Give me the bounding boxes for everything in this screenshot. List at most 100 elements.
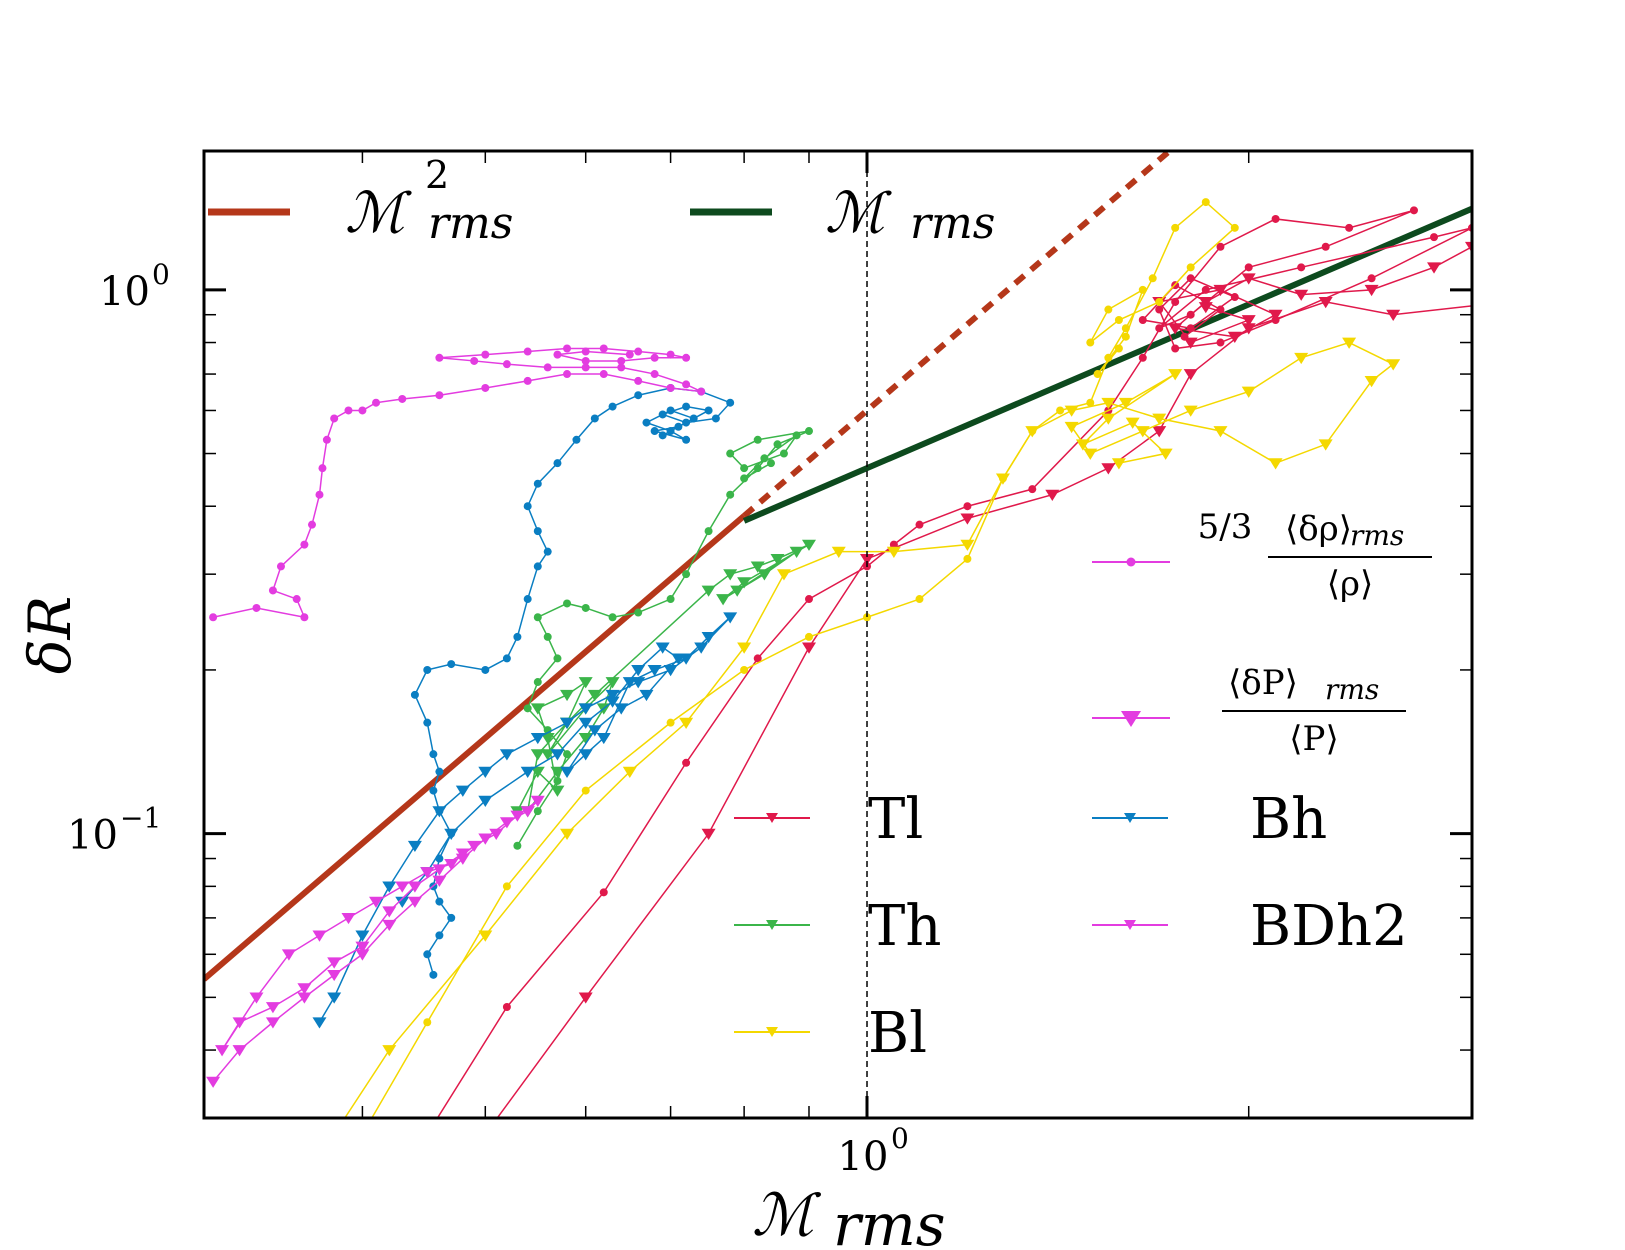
bl-pressure-point	[737, 642, 752, 654]
y-tick-label: 10	[67, 813, 118, 859]
bh-pressure-point	[605, 696, 620, 708]
th-pressure-point	[550, 785, 565, 797]
th-density-point	[766, 459, 775, 468]
tl-density-point	[1138, 316, 1147, 325]
bdh2-pressure-point	[407, 896, 422, 908]
th-density-point	[513, 841, 522, 850]
bh-density-point	[429, 970, 438, 979]
bdh2-density-point	[344, 406, 353, 415]
tl-density-line	[436, 209, 1472, 1118]
bh-density-point	[711, 414, 720, 423]
bh-density-point	[502, 654, 511, 663]
bl-density-point	[1086, 338, 1095, 347]
bl-pressure-point	[1183, 405, 1198, 417]
bl-density-point	[863, 613, 872, 622]
bl-density-point	[1114, 316, 1123, 325]
bdh2-density-point	[502, 360, 511, 369]
series-bdh2	[206, 344, 706, 1088]
bh-density-point	[689, 414, 698, 423]
bh-pressure-point	[596, 732, 611, 745]
bdh2-density-point	[650, 353, 659, 362]
bh-density-point	[523, 595, 532, 604]
tl-pressure-point	[1268, 309, 1283, 322]
bl-pressure-point	[995, 473, 1010, 485]
tl-density-point	[502, 1002, 511, 1011]
bdh2-pressure-line	[212, 800, 539, 1083]
legend-item-bh: Bh	[1092, 787, 1327, 852]
bl-pressure-point	[382, 1045, 397, 1057]
bdh2-pressure-point	[355, 949, 370, 961]
bl-pressure-point	[1158, 448, 1173, 460]
bl-density-point	[1148, 274, 1157, 283]
tl-pressure-point	[1364, 284, 1379, 297]
bdh2-pressure-point	[249, 992, 264, 1004]
bh-density-point	[435, 897, 444, 906]
bl-pressure-point	[1118, 397, 1133, 410]
tl-pressure-point	[1183, 369, 1198, 381]
bl-pressure-point	[1318, 439, 1333, 451]
th-pressure-point	[530, 703, 545, 715]
bh-pressure-point	[560, 717, 575, 729]
bdh2-pressure-point	[232, 1045, 247, 1057]
legend-pressure-fraction: ⟨δP⟩ rms ⟨P⟩	[1222, 663, 1406, 759]
bl-pressure-point	[1213, 426, 1228, 438]
bdh2-density-point	[322, 435, 331, 444]
bh-pressure-point	[694, 642, 709, 654]
bdh2-density-point	[358, 406, 367, 415]
bdh2-density-point	[634, 347, 643, 356]
bdh2-density-point	[617, 356, 626, 365]
bdh2-pressure-point	[432, 864, 447, 876]
legend-m2-label: ℳ 2 rms	[345, 153, 513, 249]
tl-density-point	[1155, 305, 1164, 314]
bdh2-pressure-point	[341, 912, 356, 925]
th-pressure-point	[701, 585, 716, 597]
bdh2-density-point	[543, 363, 552, 372]
th-density-point	[666, 595, 675, 604]
bh-pressure-point	[723, 612, 738, 624]
bl-pressure-point	[776, 569, 791, 581]
bl-pressure-point	[1064, 405, 1079, 417]
bh-density-point	[423, 950, 432, 959]
bh-density-point	[572, 435, 581, 444]
legend-item-tl: Tl	[734, 787, 923, 852]
tl-density-point	[1321, 242, 1330, 251]
th-pressure-point	[560, 689, 575, 702]
bh-pressure-point	[622, 677, 637, 689]
bl-density-point	[502, 882, 511, 891]
tl-density-point	[1430, 233, 1439, 242]
bdh2-density-point	[682, 353, 691, 362]
bh-density-point	[429, 750, 438, 759]
tl-density-point	[599, 888, 608, 897]
tl-pressure-point	[960, 513, 975, 525]
bh-density-point	[658, 431, 667, 440]
bl-pressure-point	[1152, 413, 1167, 425]
bh-density-point	[608, 402, 617, 411]
th-density-point	[523, 704, 532, 713]
tl-density-point	[423, 1130, 431, 1138]
bdh2-density-point	[617, 363, 626, 372]
bh-pressure-point	[550, 749, 565, 761]
tl-pressure-point	[801, 642, 816, 654]
bdh2-density-point	[563, 370, 572, 379]
reference-line-1-solid	[742, 205, 1472, 524]
bh-pressure-point	[355, 930, 370, 942]
bh-pressure-point	[605, 689, 620, 702]
tl-density-point	[1171, 344, 1180, 353]
bdh2-density-point	[634, 376, 643, 385]
tl-density-point	[682, 758, 691, 767]
legend-density-marker	[1126, 557, 1136, 567]
legend-item-th: Th	[734, 894, 941, 959]
legend-pressure-denominator: ⟨P⟩	[1289, 719, 1338, 759]
bl-density-point	[1121, 324, 1130, 333]
tl-pressure-point	[1045, 489, 1060, 502]
th-density-point	[773, 440, 782, 449]
bh-density-point	[423, 665, 432, 674]
legend-density-prefix: 5/3	[1198, 507, 1253, 547]
tl-density-point	[804, 595, 813, 604]
bh-density-point	[533, 479, 542, 488]
bh-pressure-point	[578, 717, 593, 729]
bh-pressure-point	[614, 703, 629, 715]
bdh2-density-point	[330, 414, 339, 423]
reference-legend: ℳ 2 rms ℳ rms	[208, 153, 995, 249]
bl-pressure-point	[1064, 421, 1079, 434]
